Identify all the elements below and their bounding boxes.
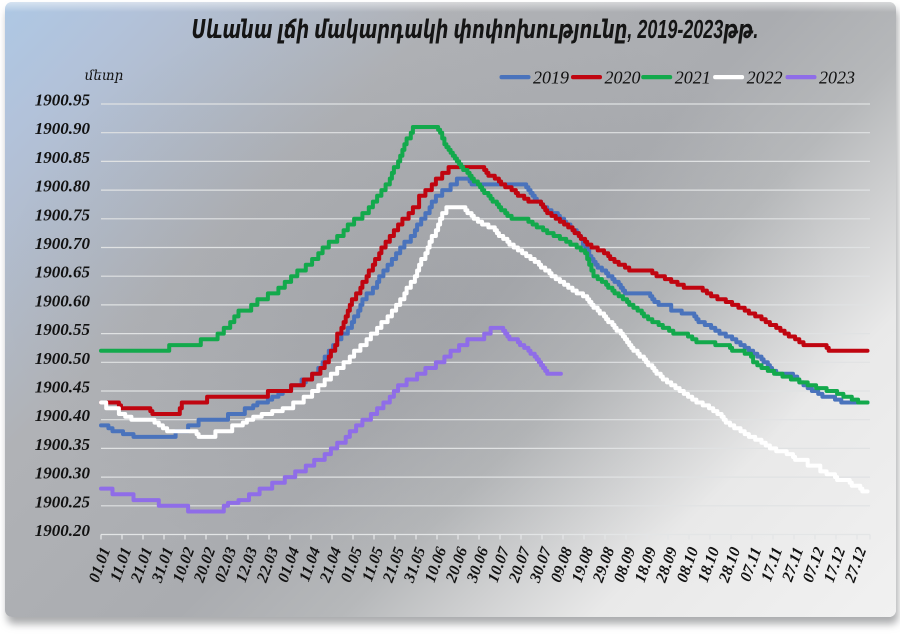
svg-text:1900.75: 1900.75 bbox=[35, 205, 91, 224]
svg-text:1900.20: 1900.20 bbox=[35, 521, 91, 540]
svg-text:1900.60: 1900.60 bbox=[35, 291, 91, 310]
svg-text:1900.85: 1900.85 bbox=[35, 148, 91, 167]
svg-text:1900.80: 1900.80 bbox=[35, 177, 91, 196]
svg-text:1900.30: 1900.30 bbox=[35, 464, 91, 483]
svg-text:1900.25: 1900.25 bbox=[35, 492, 91, 511]
svg-text:1900.50: 1900.50 bbox=[35, 349, 91, 368]
svg-text:1900.65: 1900.65 bbox=[35, 263, 91, 282]
svg-text:2023: 2023 bbox=[819, 68, 855, 88]
svg-text:1900.40: 1900.40 bbox=[35, 406, 91, 425]
svg-text:2021: 2021 bbox=[675, 68, 711, 88]
svg-text:1900.55: 1900.55 bbox=[35, 320, 91, 339]
svg-text:1900.35: 1900.35 bbox=[35, 435, 91, 454]
svg-text:2022: 2022 bbox=[747, 68, 783, 88]
svg-text:2019: 2019 bbox=[533, 68, 569, 88]
svg-text:1900.95: 1900.95 bbox=[35, 91, 91, 110]
svg-text:1900.45: 1900.45 bbox=[35, 378, 91, 397]
svg-text:1900.90: 1900.90 bbox=[35, 119, 91, 138]
svg-text:1900.70: 1900.70 bbox=[35, 234, 91, 253]
svg-text:2020: 2020 bbox=[605, 68, 641, 88]
